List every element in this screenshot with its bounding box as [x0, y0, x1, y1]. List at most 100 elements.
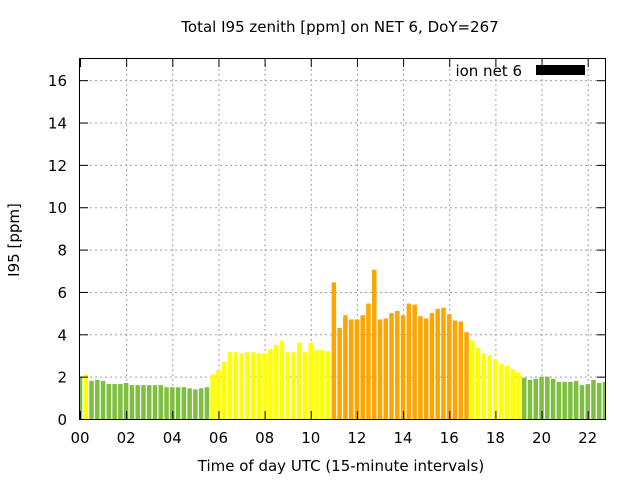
bar — [562, 381, 567, 419]
bar — [112, 384, 117, 419]
bar — [585, 384, 590, 419]
y-tick-label: 2 — [57, 369, 67, 387]
bar — [389, 313, 394, 419]
y-tick-label: 12 — [48, 157, 67, 175]
bar — [152, 385, 158, 419]
bar — [527, 379, 533, 419]
bar — [395, 311, 400, 419]
bar — [204, 387, 210, 419]
bar — [239, 353, 244, 419]
y-tick-label: 10 — [48, 199, 67, 217]
bar — [210, 374, 215, 419]
bar — [545, 376, 550, 419]
bar — [181, 387, 187, 419]
bar — [146, 385, 152, 419]
bar — [141, 385, 146, 419]
y-tick-label: 14 — [48, 115, 67, 133]
bar — [262, 353, 267, 419]
legend: ion net 6 — [455, 62, 585, 80]
bar — [498, 363, 504, 419]
bar — [596, 383, 602, 419]
bar — [227, 352, 233, 419]
bar — [550, 378, 556, 419]
bar — [245, 352, 250, 419]
bar — [452, 320, 458, 419]
bar — [470, 340, 475, 419]
bar — [273, 344, 279, 419]
bar — [325, 351, 331, 419]
bar — [504, 366, 510, 419]
x-tick-label: 02 — [117, 429, 136, 447]
bar — [135, 385, 140, 419]
bar — [383, 318, 389, 419]
bar — [435, 308, 440, 419]
bar — [602, 381, 605, 419]
bar — [175, 387, 181, 419]
bar — [89, 380, 94, 419]
x-tick-label: 18 — [486, 429, 505, 447]
bar — [279, 340, 285, 419]
bar — [475, 348, 481, 419]
bar — [487, 355, 492, 419]
x-tick-label: 06 — [209, 429, 228, 447]
bar — [510, 369, 515, 419]
bar — [193, 389, 198, 419]
x-tick-label: 04 — [163, 429, 182, 447]
bar — [516, 372, 521, 419]
grid-lines — [80, 59, 605, 419]
bar — [250, 352, 256, 419]
y-tick-label: 0 — [57, 411, 67, 429]
bar — [568, 381, 573, 419]
bar — [83, 374, 89, 419]
y-tick-label: 4 — [57, 326, 67, 344]
bar — [539, 376, 544, 419]
x-tick-label: 20 — [532, 429, 551, 447]
y-tick-label: 16 — [48, 72, 67, 90]
bar — [429, 313, 435, 419]
x-tick-label: 08 — [255, 429, 274, 447]
bar — [371, 269, 377, 419]
x-tick-label: 12 — [347, 429, 366, 447]
bar — [95, 379, 100, 419]
bar — [106, 384, 112, 419]
bar — [337, 327, 342, 419]
bar — [406, 303, 412, 419]
bar — [256, 353, 262, 419]
bar — [158, 385, 164, 419]
legend-swatch — [536, 65, 585, 75]
bar — [446, 314, 452, 419]
x-tick-label: 14 — [394, 429, 413, 447]
bar — [302, 352, 308, 419]
bar — [521, 377, 527, 419]
x-tick-label: 10 — [301, 429, 320, 447]
bar — [170, 387, 175, 419]
bar — [481, 353, 487, 419]
x-tick-label: 00 — [70, 429, 89, 447]
bar — [423, 318, 429, 419]
bar — [441, 307, 446, 419]
bar — [320, 350, 325, 419]
bar — [268, 349, 273, 419]
x-tick-label: 22 — [578, 429, 597, 447]
bar — [556, 381, 562, 419]
bar — [123, 383, 129, 419]
bar — [100, 380, 106, 419]
bar — [187, 388, 192, 419]
chart-title: Total I95 zenith [ppm] on NET 6, DoY=267 — [180, 18, 498, 36]
bar — [412, 304, 417, 419]
bar — [366, 303, 371, 419]
bar — [493, 359, 498, 419]
bars — [80, 269, 605, 419]
bar — [308, 342, 314, 419]
bar — [533, 378, 539, 419]
bar — [296, 342, 302, 419]
y-tick-label: 6 — [57, 284, 67, 302]
y-axis-label: I95 [ppm] — [5, 203, 23, 277]
bar — [418, 316, 423, 419]
bar — [164, 387, 169, 419]
bar — [458, 321, 464, 419]
bar — [464, 332, 469, 419]
bar — [579, 385, 585, 419]
bar — [80, 376, 83, 419]
